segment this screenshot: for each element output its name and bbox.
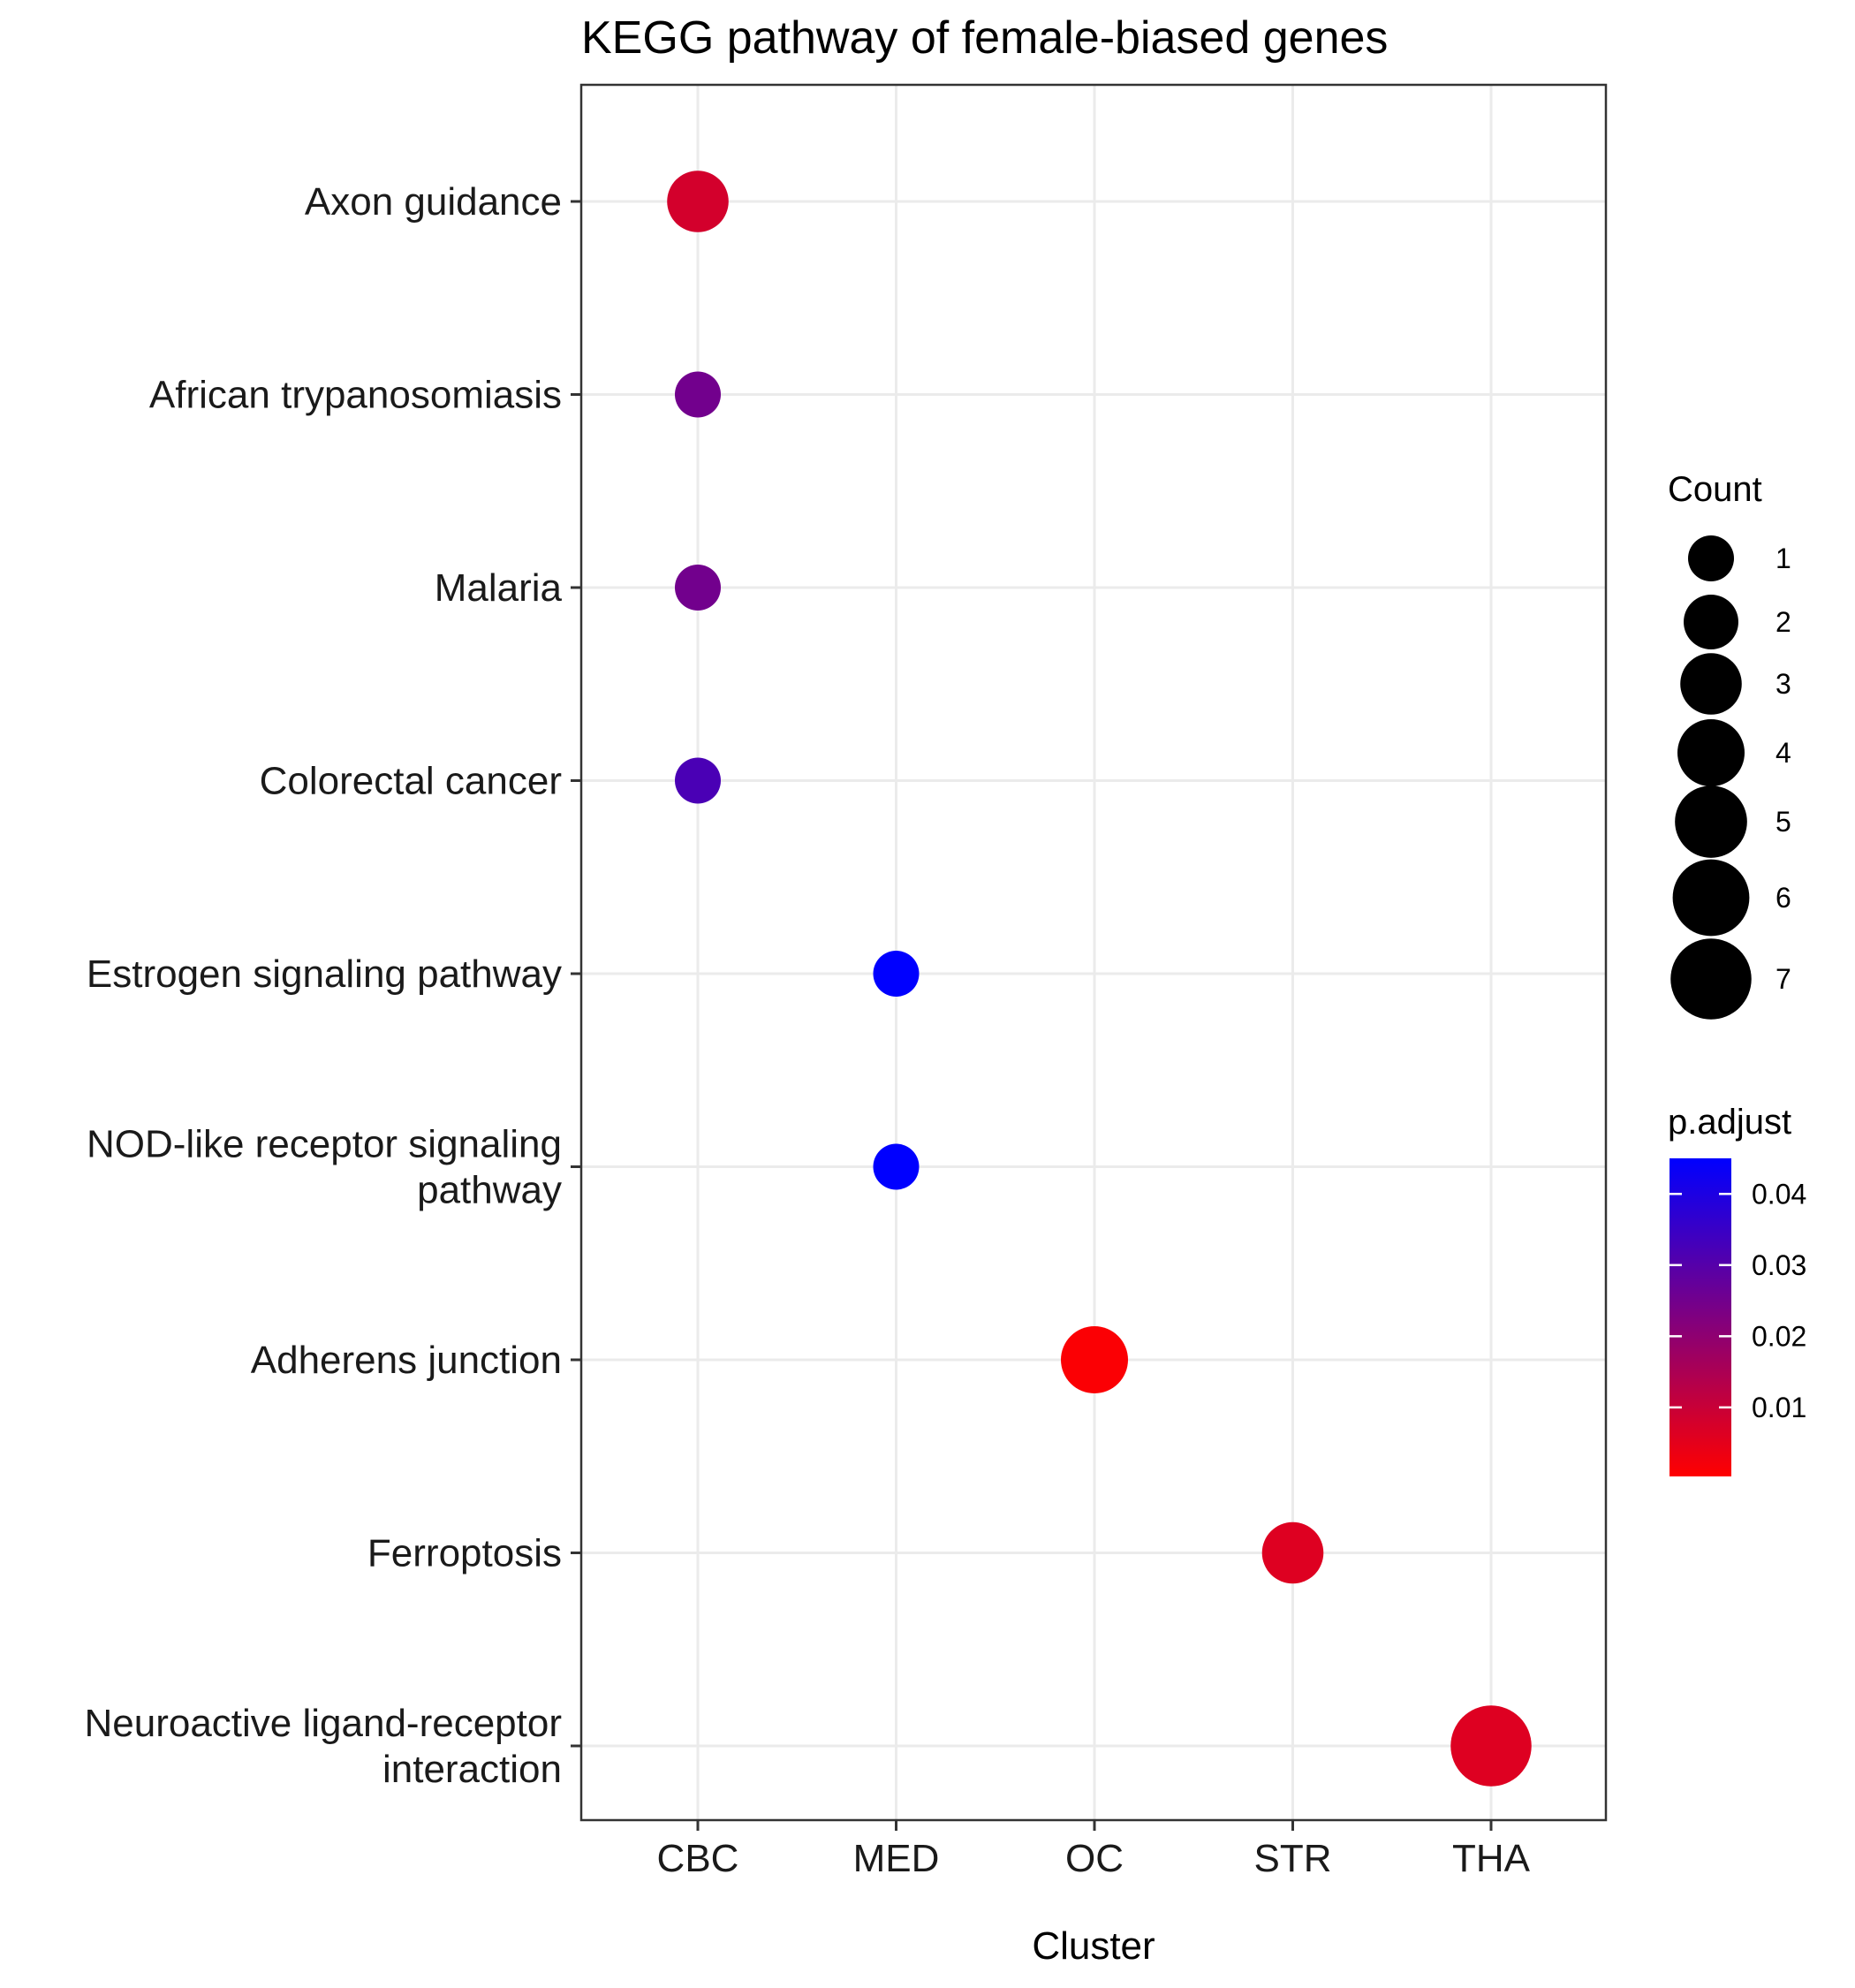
y-tick-label: Colorectal cancer (260, 760, 562, 803)
p-adjust-legend: p.adjust 0.01 0.02 0.03 0.04 (1668, 1103, 1806, 1476)
count-legend-key (1670, 938, 1752, 1020)
x-tick-label: STR (1254, 1837, 1332, 1880)
p-adjust-legend-title: p.adjust (1668, 1103, 1791, 1142)
chart-title: KEGG pathway of female-biased genes (581, 12, 1388, 64)
x-tick-label: MED (853, 1837, 940, 1880)
count-legend-label: 4 (1776, 737, 1791, 769)
x-tick-label: CBC (657, 1837, 739, 1880)
count-legend-key (1684, 595, 1738, 649)
y-tick-label: interaction (382, 1748, 562, 1791)
colorbar-tick-label: 0.02 (1752, 1320, 1806, 1352)
x-axis-title: Cluster (1032, 1924, 1155, 1968)
grid-lines (581, 85, 1606, 1820)
y-tick-label: pathway (417, 1169, 562, 1212)
data-points (667, 171, 1532, 1787)
y-tick-label: NOD-like receptor signaling (87, 1123, 562, 1166)
x-axis: CBC MED OC STR THA (657, 1820, 1531, 1880)
count-legend-key (1672, 859, 1750, 937)
count-legend-label: 1 (1776, 543, 1791, 574)
y-tick-label: Neuroactive ligand-receptor (84, 1702, 562, 1745)
data-point (675, 565, 721, 611)
count-legend-label: 3 (1776, 668, 1791, 700)
x-tick-label: THA (1452, 1837, 1531, 1880)
x-tick-label: OC (1065, 1837, 1124, 1880)
y-tick-label: African trypanosomiasis (149, 374, 562, 417)
y-axis: Axon guidance African trypanosomiasis Mala… (84, 180, 581, 1791)
colorbar-tick-label: 0.03 (1752, 1249, 1806, 1281)
count-legend: Count 1 2 3 4 5 6 7 (1668, 470, 1791, 1020)
colorbar-tick-label: 0.04 (1752, 1178, 1806, 1210)
data-point (675, 757, 721, 804)
count-legend-key (1680, 653, 1742, 715)
data-point (667, 171, 729, 232)
count-legend-key (1677, 719, 1745, 786)
count-legend-label: 7 (1776, 963, 1791, 995)
count-legend-label: 6 (1776, 882, 1791, 914)
count-legend-key (1688, 535, 1734, 581)
count-legend-title: Count (1668, 470, 1762, 509)
y-tick-label: Estrogen signaling pathway (87, 952, 562, 996)
count-legend-label: 5 (1776, 806, 1791, 838)
data-point (873, 951, 920, 997)
colorbar-tick-label: 0.01 (1752, 1392, 1806, 1423)
count-legend-key (1675, 785, 1747, 858)
count-legend-label: 2 (1776, 606, 1791, 638)
y-tick-label: Axon guidance (305, 180, 562, 224)
data-point (675, 371, 721, 418)
p-adjust-colorbar (1670, 1158, 1731, 1476)
y-tick-label: Adherens junction (251, 1339, 562, 1382)
data-point (1261, 1521, 1324, 1584)
y-tick-label: Malaria (435, 566, 563, 610)
data-point (1450, 1705, 1532, 1787)
data-point (873, 1143, 920, 1190)
y-tick-label: Ferroptosis (367, 1532, 562, 1575)
data-point (1061, 1326, 1128, 1393)
